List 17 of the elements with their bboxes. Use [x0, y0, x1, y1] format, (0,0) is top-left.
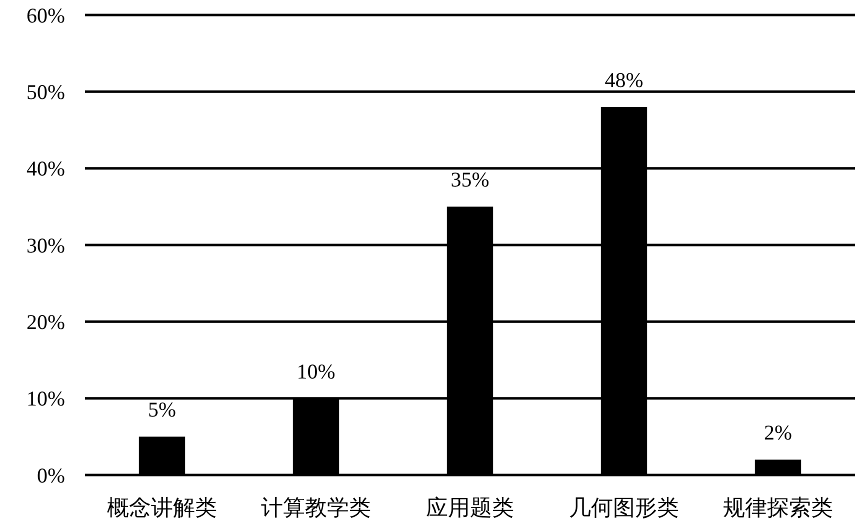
data-label: 48% [604, 68, 644, 92]
y-tick-label: 40% [26, 156, 65, 181]
x-tick-label: 几何图形类 [569, 496, 679, 521]
y-tick-label: 50% [26, 80, 65, 104]
data-label: 10% [296, 359, 336, 384]
data-label: 35% [450, 168, 490, 192]
x-tick-label: 规律探索类 [723, 496, 833, 521]
y-tick-label: 30% [26, 233, 65, 258]
data-label: 5% [148, 398, 176, 422]
data-label: 2% [764, 420, 792, 445]
y-tick-label: 60% [26, 3, 65, 28]
x-tick-label: 应用题类 [426, 496, 514, 521]
y-tick-label: 10% [26, 386, 65, 411]
x-tick-label: 计算教学类 [261, 496, 371, 521]
y-tick-label: 0% [37, 463, 65, 488]
x-tick-label: 概念讲解类 [107, 496, 217, 521]
y-tick-label: 20% [26, 310, 65, 334]
